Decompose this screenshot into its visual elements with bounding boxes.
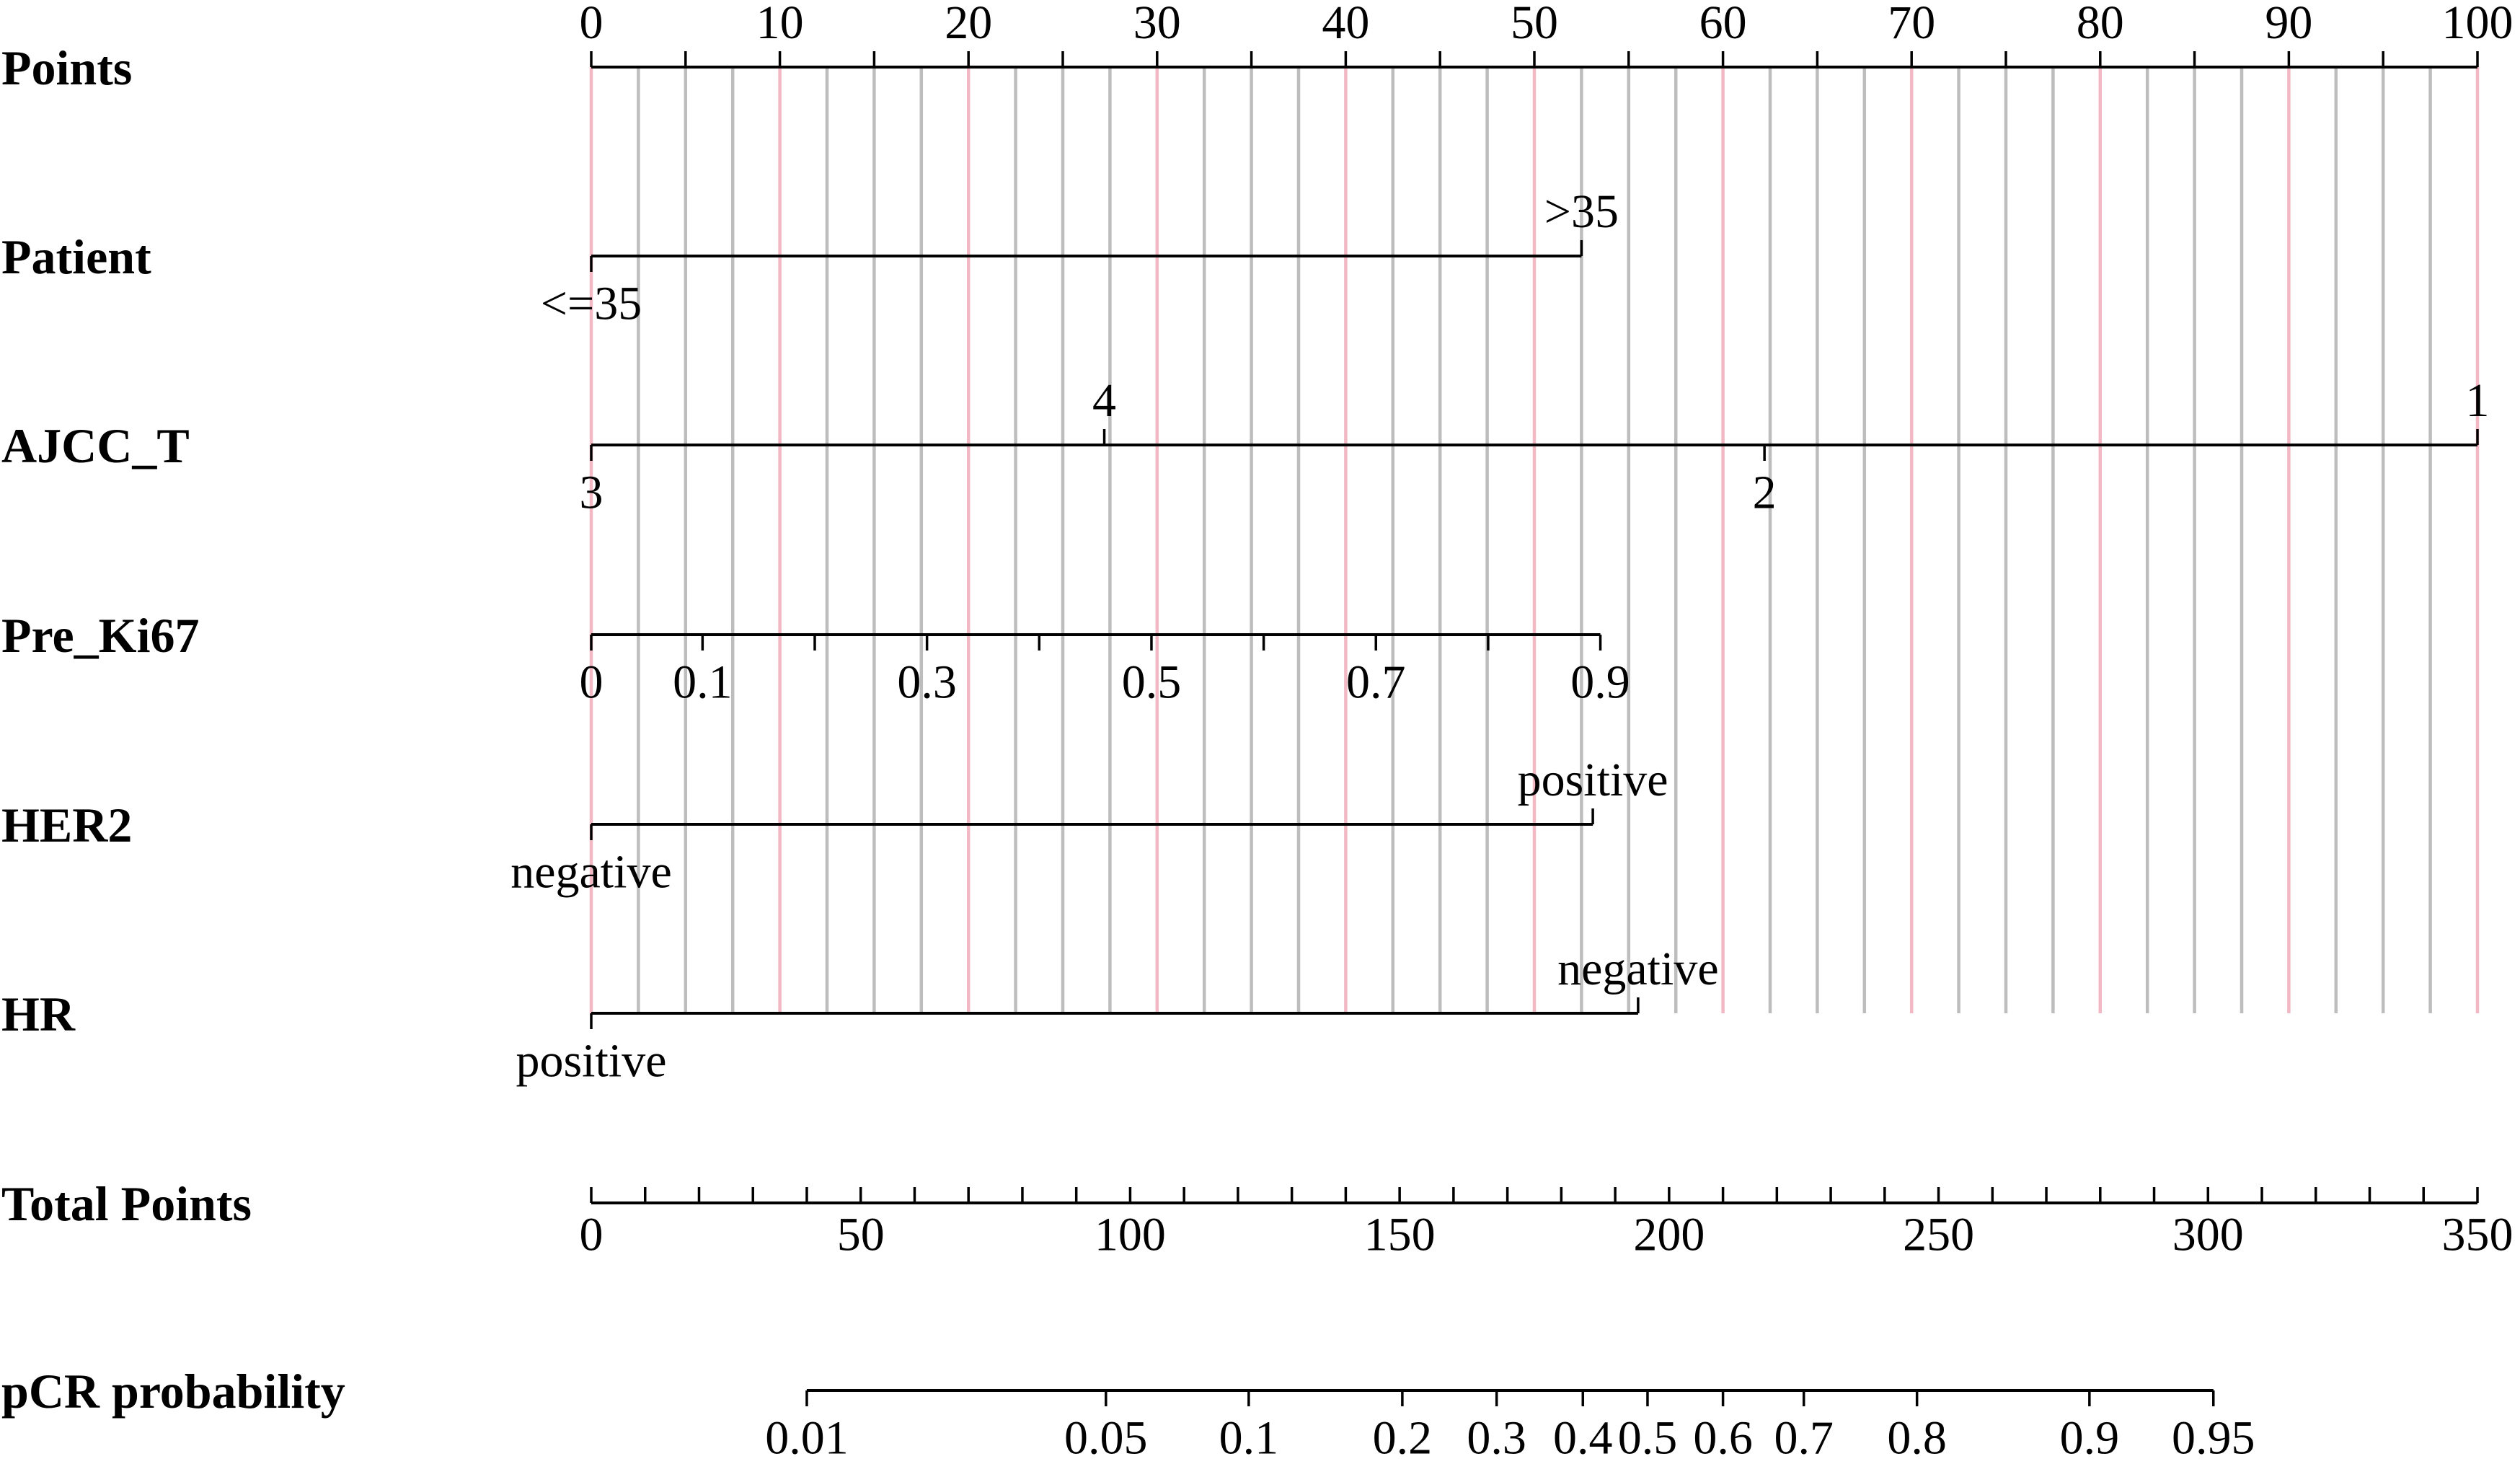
row-label-pre-ki67: Pre_Ki67 <box>1 608 199 663</box>
pcr-probability-tick-label: 0.5 <box>1618 1412 1678 1464</box>
pcr-probability-tick-label: 0.2 <box>1373 1412 1433 1464</box>
pcr-probability-tick-label: 0.8 <box>1887 1412 1947 1464</box>
row-label-total-points: Total Points <box>1 1176 252 1231</box>
pre-ki67-tick-label: 0.3 <box>897 656 957 709</box>
pre-ki67-tick-label: 0.5 <box>1122 656 1182 709</box>
pre-ki67-tick-label: 0.7 <box>1346 656 1406 709</box>
points-tick-label: 70 <box>1888 0 1935 49</box>
total-points-tick-label: 0 <box>580 1209 604 1261</box>
pcr-probability-tick-label: 0.95 <box>2172 1412 2255 1464</box>
total-points-tick-label: 150 <box>1364 1209 1436 1261</box>
points-tick-label: 40 <box>1322 0 1369 49</box>
patient-tick-label: >35 <box>1544 185 1619 238</box>
row-label-points: Points <box>1 40 132 95</box>
row-label-pcr-probability: pCR probability <box>1 1364 345 1419</box>
total-points-tick-label: 100 <box>1095 1209 1166 1261</box>
points-tick-label: 50 <box>1511 0 1558 49</box>
hr-tick-label: positive <box>516 1035 667 1088</box>
pcr-probability-tick-label: 0.05 <box>1064 1412 1148 1464</box>
total-points-tick-label: 300 <box>2172 1209 2244 1261</box>
ajcc-t-tick-label: 3 <box>580 467 604 519</box>
pre-ki67-tick-label: 0.1 <box>673 656 733 709</box>
her2-tick-label: positive <box>1518 754 1668 806</box>
points-tick-label: 10 <box>756 0 804 49</box>
pcr-probability-tick-label: 0.01 <box>765 1412 849 1464</box>
ajcc-t-tick-label: 2 <box>1753 467 1777 519</box>
points-tick-label: 90 <box>2265 0 2312 49</box>
pcr-probability-tick-label: 0.9 <box>2060 1412 2120 1464</box>
grid-lines <box>589 67 2480 1013</box>
row-labels: Points Patient AJCC_T Pre_Ki67 HER2 HR Total P… <box>1 40 345 1419</box>
pcr-probability-tick-label: 0.3 <box>1467 1412 1526 1464</box>
pcr-probability-tick-label: 0.6 <box>1693 1412 1753 1464</box>
row-label-patient: Patient <box>1 229 151 284</box>
points-tick-label: 80 <box>2077 0 2124 49</box>
total-points-tick-label: 50 <box>837 1209 885 1261</box>
pre-ki67-tick-label: 0.9 <box>1570 656 1630 709</box>
points-tick-label: 30 <box>1133 0 1181 49</box>
row-label-hr: HR <box>1 987 76 1041</box>
points-tick-label: 100 <box>2442 0 2514 49</box>
ajcc-t-tick-label: 1 <box>2466 374 2490 427</box>
total-points-tick-label: 250 <box>1903 1209 1974 1261</box>
hr-tick-label: negative <box>1557 943 1719 995</box>
pre-ki67-tick-label: 0 <box>580 656 604 709</box>
pcr-probability-tick-label: 0.4 <box>1553 1412 1613 1464</box>
her2-tick-label: negative <box>510 846 672 899</box>
total-points-tick-label: 350 <box>2442 1209 2514 1261</box>
points-tick-label: 60 <box>1699 0 1747 49</box>
pcr-probability-tick-label: 0.1 <box>1219 1412 1279 1464</box>
ajcc-t-tick-label: 4 <box>1092 374 1116 427</box>
points-tick-label: 0 <box>580 0 604 49</box>
pcr-probability-tick-label: 0.7 <box>1774 1412 1834 1464</box>
patient-tick-label: <=35 <box>541 278 642 330</box>
row-label-her2: HER2 <box>1 798 132 852</box>
points-tick-label: 20 <box>945 0 992 49</box>
row-label-ajcc-t: AJCC_T <box>1 418 190 473</box>
total-points-tick-label: 200 <box>1633 1209 1705 1261</box>
